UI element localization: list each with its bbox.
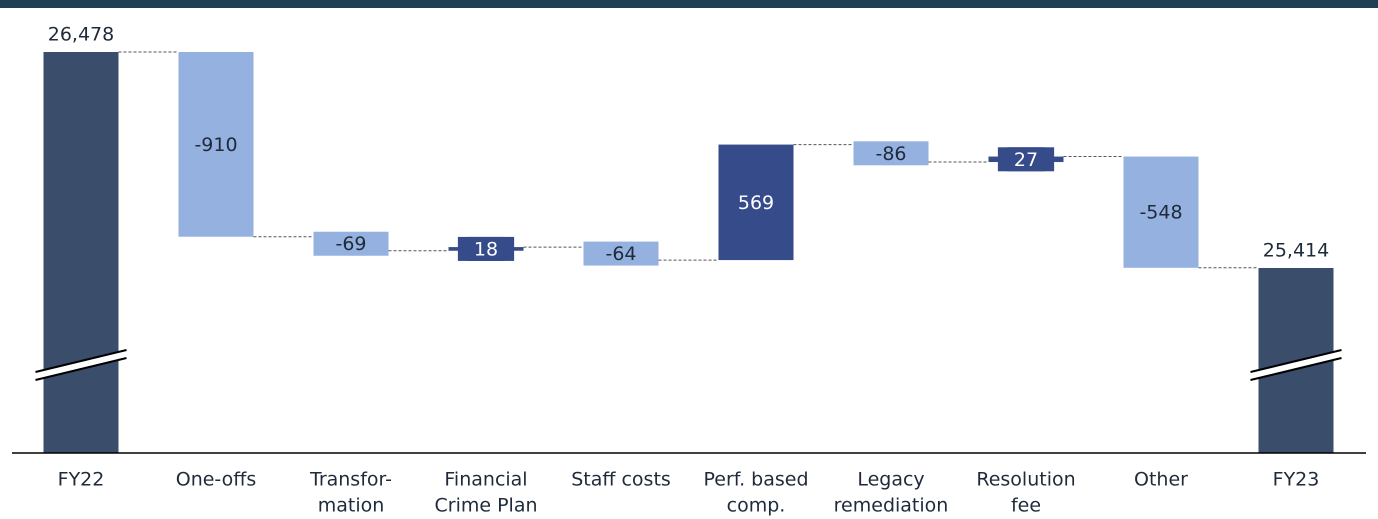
- value-label: 18: [474, 238, 498, 260]
- x-tick-label: Perf. based: [703, 469, 808, 491]
- x-tick-label: Staff costs: [571, 469, 671, 491]
- axis-break: [1250, 350, 1342, 380]
- x-tick-label: mation: [318, 495, 385, 517]
- value-label: -548: [1139, 202, 1182, 224]
- value-label: 26,478: [48, 24, 114, 46]
- value-label: 569: [738, 192, 774, 214]
- x-tick-label: remediation: [834, 495, 949, 517]
- delta-bar: [583, 247, 659, 261]
- value-label: -64: [605, 243, 636, 265]
- value-label: -86: [875, 143, 906, 165]
- x-tick-label: comp.: [727, 495, 786, 517]
- x-tick-label: Financial: [444, 469, 527, 491]
- break-line: [35, 349, 127, 373]
- axis-break: [35, 350, 127, 380]
- delta-bar: [1123, 156, 1199, 268]
- x-tick-label: Transfor-: [309, 469, 392, 491]
- break-line: [1250, 357, 1342, 381]
- value-label: -910: [194, 134, 237, 156]
- label-box: [1007, 147, 1045, 172]
- value-label: 27: [1014, 149, 1038, 171]
- delta-bar: [313, 236, 389, 251]
- delta-bar: [178, 52, 254, 237]
- value-label: -69: [335, 233, 366, 255]
- break-line: [1250, 349, 1342, 373]
- label-box: [467, 236, 505, 261]
- break-line: [35, 357, 127, 381]
- total-bar: [43, 52, 119, 453]
- delta-bar: [718, 144, 794, 261]
- x-tick-label: Other: [1134, 469, 1188, 491]
- x-tick-label: Resolution: [976, 469, 1075, 491]
- x-tick-label: fee: [1011, 495, 1041, 517]
- value-label: 25,414: [1263, 240, 1329, 262]
- x-tick-label: Crime Plan: [434, 495, 537, 517]
- x-tick-label: FY23: [1273, 469, 1320, 491]
- x-tick-label: Legacy: [857, 469, 924, 491]
- x-tick-label: One-offs: [176, 469, 257, 491]
- x-tick-label: FY22: [58, 469, 105, 491]
- top-band: [0, 0, 1378, 8]
- delta-bar: [853, 144, 929, 163]
